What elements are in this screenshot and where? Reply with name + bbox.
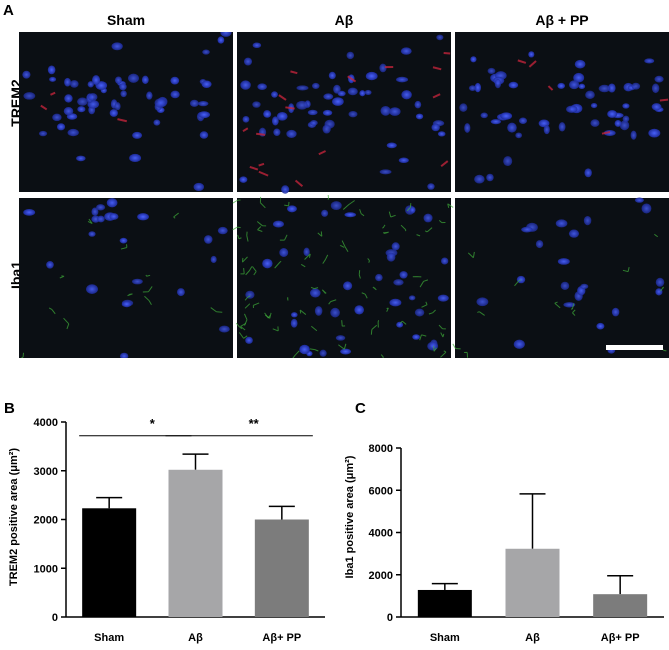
bar-1	[82, 508, 137, 617]
y-tick-label: 8000	[369, 443, 393, 455]
chart-c: C Iba1 positive area (μm²) 0 2000 4000 6000…	[344, 400, 664, 644]
micrograph-trem2-2	[237, 32, 451, 194]
x-tick-label: Aβ+ PP	[262, 632, 301, 644]
chart-b: B TREM2 positive area (μm²) 0 1000 2000 300…	[4, 400, 325, 644]
bar-2	[168, 469, 223, 617]
bar-3	[254, 519, 309, 617]
x-tick-label: Aβ	[525, 632, 540, 644]
micrograph-iba1-2	[232, 194, 454, 358]
micrograph-trem2-3	[455, 32, 669, 192]
chart-b-ylabel: TREM2 positive area (μm²)	[8, 448, 20, 586]
panel-b-letter: B	[4, 400, 15, 417]
chart-c-ylabel: Iba1 positive area (μm²)	[344, 455, 356, 578]
y-tick-label: 4000	[34, 417, 58, 429]
y-tick-label: 1000	[34, 563, 58, 575]
micrograph-iba1-1	[19, 198, 233, 358]
y-tick-label: 2000	[34, 515, 58, 527]
y-tick-label: 4000	[369, 528, 393, 540]
y-tick-label: 0	[387, 612, 393, 624]
x-tick-label: Aβ	[188, 632, 203, 644]
column-title-abeta-pp: Aβ + PP	[535, 12, 589, 28]
scale-bar	[606, 345, 663, 350]
x-tick-label: Sham	[94, 632, 124, 644]
bar-3	[593, 594, 648, 617]
panel-c-letter: C	[355, 400, 366, 417]
micrograph-trem2-1	[19, 32, 233, 192]
y-tick-label: 6000	[369, 485, 393, 497]
y-tick-label: 3000	[34, 466, 58, 478]
micrograph-grid	[19, 32, 669, 358]
panel-a-letter: A	[3, 2, 14, 19]
significance-label: **	[249, 416, 260, 431]
column-title-sham: Sham	[106, 12, 146, 28]
x-tick-label: Sham	[430, 632, 460, 644]
bar-2	[505, 548, 560, 617]
bar-1	[417, 589, 472, 617]
x-tick-label: Aβ+ PP	[601, 632, 640, 644]
micrograph-iba1-3	[452, 197, 669, 358]
column-title-abeta: Aβ	[334, 12, 354, 28]
y-tick-label: 2000	[369, 570, 393, 582]
y-tick-label: 0	[52, 612, 58, 624]
significance-label: *	[150, 416, 156, 431]
